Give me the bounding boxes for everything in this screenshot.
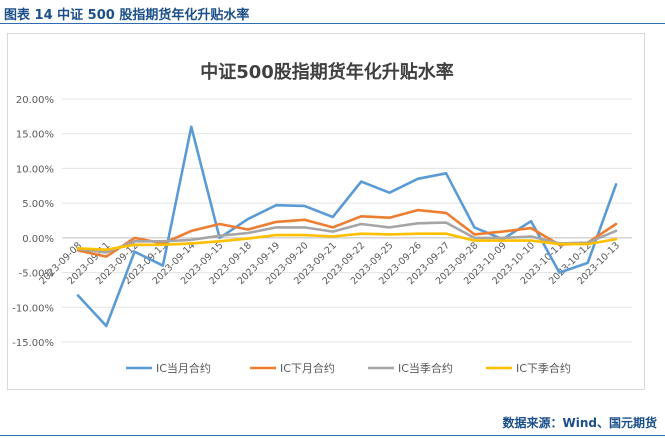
legend-label: IC下月合约 (280, 361, 335, 375)
series-line-3 (76, 232, 618, 251)
y-tick-label: -15.00% (12, 338, 54, 349)
legend-label: IC当月合约 (156, 361, 211, 375)
legend-label: IC当季合约 (398, 361, 453, 375)
y-tick-label: 20.00% (16, 95, 54, 106)
legend-label: IC下季合约 (516, 361, 571, 375)
series-line-2 (76, 221, 618, 254)
bottom-divider (0, 435, 665, 436)
y-tick-label: 0.00% (22, 234, 54, 245)
line-chart: 中证500股指期货年化升贴水率 20.00% 15.00% 10.00% 5.00% 0… (12, 61, 632, 375)
chart-frame (7, 33, 645, 390)
y-tick-label: 5.00% (22, 199, 54, 210)
series-line-0 (76, 125, 618, 328)
y-tick-label: 15.00% (16, 130, 54, 141)
y-tick-label: 10.00% (16, 164, 54, 175)
data-source-note: 数据来源：Wind、国元期货 (502, 416, 657, 430)
chart-title: 中证500股指期货年化升贴水率 (200, 61, 454, 83)
figure-label: 图表 14 中证 500 股指期货年化升贴水率 (4, 8, 250, 23)
y-tick-label: -10.00% (12, 303, 54, 314)
y-tick-label: -5.00% (19, 269, 54, 280)
top-divider (0, 23, 665, 24)
